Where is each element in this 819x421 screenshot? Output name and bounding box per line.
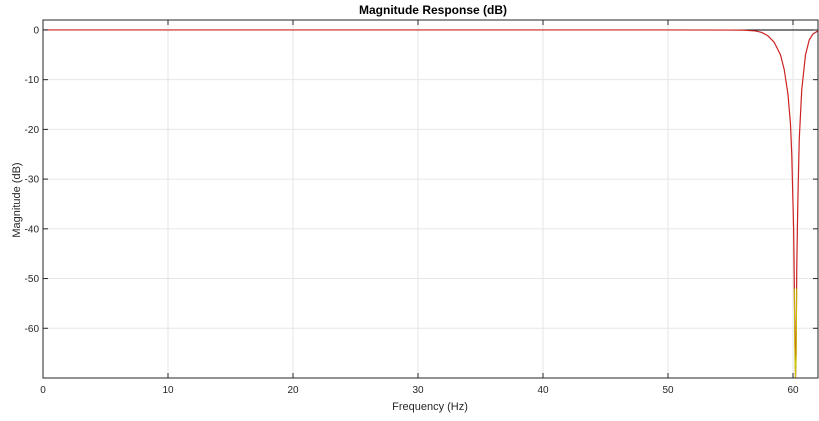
x-tick-label: 40 [537,385,549,396]
chart-title: Magnitude Response (dB) [359,3,507,17]
y-tick-label: 0 [33,25,39,36]
y-axis-label: Magnitude (dB) [11,162,23,237]
plot-area [43,20,818,378]
x-tick-label: 10 [162,385,174,396]
x-axis-label: Frequency (Hz) [392,401,468,413]
y-tick-label: -60 [25,324,40,335]
response-curve-1 [43,29,819,379]
x-tick-label: 20 [287,385,299,396]
axes-box [42,19,819,379]
axes: 0 10 20 30 40 50 60 0 -10 -20 -30 -40 -50 -60 [25,19,819,396]
y-tick-label: -40 [25,224,40,235]
y-tick-label: -50 [25,274,40,285]
x-tick-label: 30 [412,385,424,396]
x-tick-label: 60 [787,385,799,396]
x-tick-label: 50 [662,385,674,396]
y-tick-label: -30 [25,175,40,186]
x-tick-label: 0 [40,385,46,396]
y-tick-label: -10 [25,75,40,86]
y-tick-label: -20 [25,125,40,136]
